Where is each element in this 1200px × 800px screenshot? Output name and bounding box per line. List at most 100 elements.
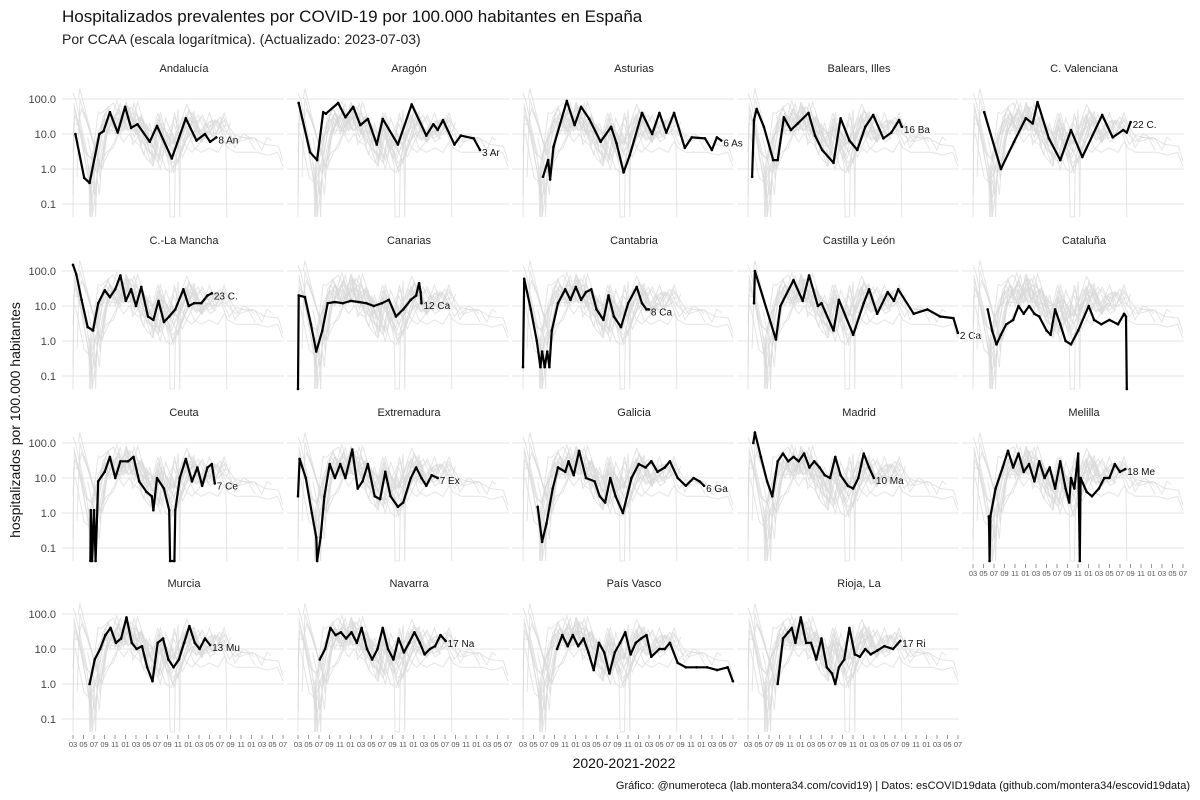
x-tick-label: 07 [603,740,611,749]
data-point [372,304,376,308]
background-series-line [87,476,228,562]
background-series-line [992,99,1172,180]
data-point [550,329,554,332]
x-tick-label: 01 [922,740,930,749]
data-point [1076,329,1080,332]
y-tick-label: 10.0 [35,644,56,656]
x-tick-label: 07 [729,740,737,749]
data-point [609,125,613,129]
facet-title: C.-La Mancha [149,235,219,247]
data-point [540,540,544,544]
data-point [344,637,348,640]
data-point [541,175,545,179]
data-point [210,292,214,295]
data-point [137,480,141,483]
facet-title: Castilla y León [823,235,895,247]
background-series-line [762,304,903,390]
data-point [999,167,1003,171]
data-point [1011,466,1015,469]
data-point [380,301,384,305]
background-series-line [767,99,947,180]
data-point [1058,158,1062,162]
data-point [472,137,476,140]
data-point [848,139,851,142]
x-tick-label: 03 [744,740,752,749]
data-point [1069,128,1073,132]
data-point [898,639,902,643]
data-point [839,117,842,120]
data-point [656,470,659,474]
data-point [926,308,929,311]
data-point [324,112,328,116]
data-point [409,298,413,302]
data-point [1064,487,1067,490]
data-point [862,452,866,455]
data-point [1069,476,1073,480]
data-point [695,666,698,669]
background-series-line [313,277,451,390]
highlight-series-line [296,448,439,563]
data-point [776,460,779,463]
x-tick-label: 05 [304,740,312,749]
data-point [900,125,904,129]
data-point [148,140,152,144]
background-series-line [987,132,1128,218]
data-point [1058,323,1062,326]
facet-title: Cantabria [610,235,659,247]
data-point [119,274,122,277]
data-point [752,118,756,122]
data-point [1102,476,1106,480]
data-point [383,470,387,474]
data-point [645,633,648,637]
data-point [215,136,218,139]
background-series-line [989,274,1111,342]
data-point [210,462,214,466]
data-point [168,559,172,563]
data-point [618,641,622,645]
data-point [82,176,86,180]
data-point [615,141,618,145]
series-end-label: 12 Ca [423,301,450,312]
data-point [146,315,150,318]
data-point [807,111,810,115]
x-tick-label: 01 [247,740,255,749]
data-point [396,505,400,509]
data-point [765,480,769,483]
data-point [676,476,680,480]
data-point [692,476,695,480]
data-point [797,460,801,463]
series-end-label: 18 Me [1127,467,1155,478]
data-point [858,655,862,659]
data-point [752,441,755,445]
data-point [88,682,91,686]
background-series-line [537,304,678,390]
data-point [753,269,757,273]
highlight-series-line [297,101,481,162]
data-point [88,181,91,185]
data-point [650,132,654,136]
data-point [814,658,818,661]
data-point [441,118,445,122]
data-point [731,679,735,683]
data-point [863,125,867,129]
data-point [579,105,583,109]
data-point [1111,136,1115,139]
data-point [386,647,390,651]
data-point [157,299,160,303]
background-series-line [972,105,1113,218]
data-point [552,145,555,149]
background-series-line [314,274,436,342]
data-point [871,113,875,117]
x-tick-label: 09 [1126,569,1134,578]
data-point [419,290,422,294]
facet-panel-andaluc-a: Andalucía 100.0 10.0 1.0 0.1 8 An [28,63,284,218]
data-point [206,466,209,469]
background-series-line [767,614,947,695]
data-point [1125,387,1129,391]
data-point [543,365,547,369]
facet-title: Canarias [387,235,432,247]
data-point [820,637,823,640]
data-point [98,132,101,136]
